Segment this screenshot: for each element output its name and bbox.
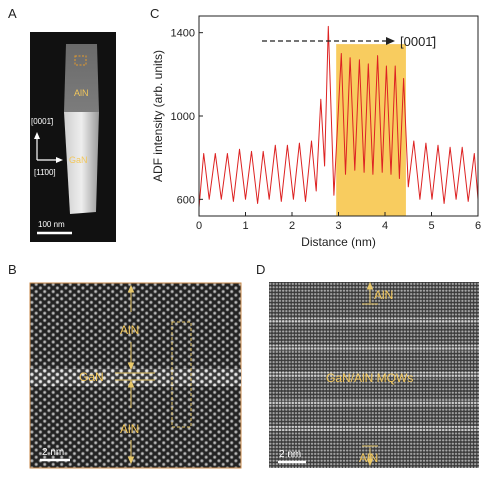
x-tick-label: 2 bbox=[289, 220, 295, 232]
d-aln-bottom-label: AlN bbox=[359, 451, 378, 465]
y-tick-label: 1400 bbox=[171, 28, 195, 40]
x-tick-label: 6 bbox=[475, 220, 481, 232]
y-axis-label: ADF intensity (arb. units) bbox=[151, 50, 165, 182]
x-tick-label: 0 bbox=[196, 220, 202, 232]
b-aln-top-label: AlN bbox=[120, 323, 139, 337]
y-tick-label: 600 bbox=[177, 194, 195, 206]
b-gan-label: GaN bbox=[79, 370, 104, 384]
nw-roi-box bbox=[74, 55, 87, 66]
nw-aln-label: AlN bbox=[74, 88, 89, 98]
profile-roi-box bbox=[171, 321, 192, 428]
d-aln-top-label: AlN bbox=[374, 288, 393, 302]
direction-label: [0001̄] bbox=[400, 34, 436, 49]
b-aln-bottom-label: AlN bbox=[120, 422, 139, 436]
x-tick-label: 3 bbox=[335, 220, 341, 232]
dir-vertical-label: [0001̄] bbox=[31, 117, 53, 126]
x-axis-label: Distance (nm) bbox=[301, 235, 376, 249]
panel-d-label: D bbox=[256, 262, 266, 277]
panel-b-scale-label: 2 nm bbox=[42, 447, 64, 458]
panel-d-scale-label: 2 nm bbox=[279, 449, 301, 460]
direction-arrowhead-icon bbox=[386, 37, 395, 45]
x-tick-label: 4 bbox=[382, 220, 388, 232]
d-mqw-label: GaN/AlN MQWs bbox=[326, 371, 413, 385]
adf-intensity-chart: 0 1 2 3 4 5 6 600 1000 1400 Distance (nm) ADF inten… bbox=[151, 15, 481, 249]
panel-b-label: B bbox=[8, 262, 17, 277]
x-tick-label: 5 bbox=[428, 220, 434, 232]
nw-gan-label: GaN bbox=[69, 155, 88, 165]
dir-horizontal-label: [11̄00] bbox=[34, 168, 56, 177]
panel-c-label: C bbox=[150, 6, 160, 21]
adf-intensity-line bbox=[198, 25, 479, 208]
panel-a-label: A bbox=[8, 6, 17, 21]
panel-a-scale-label: 100 nm bbox=[38, 220, 65, 229]
x-tick-label: 1 bbox=[242, 220, 248, 232]
y-tick-label: 1000 bbox=[171, 111, 195, 123]
